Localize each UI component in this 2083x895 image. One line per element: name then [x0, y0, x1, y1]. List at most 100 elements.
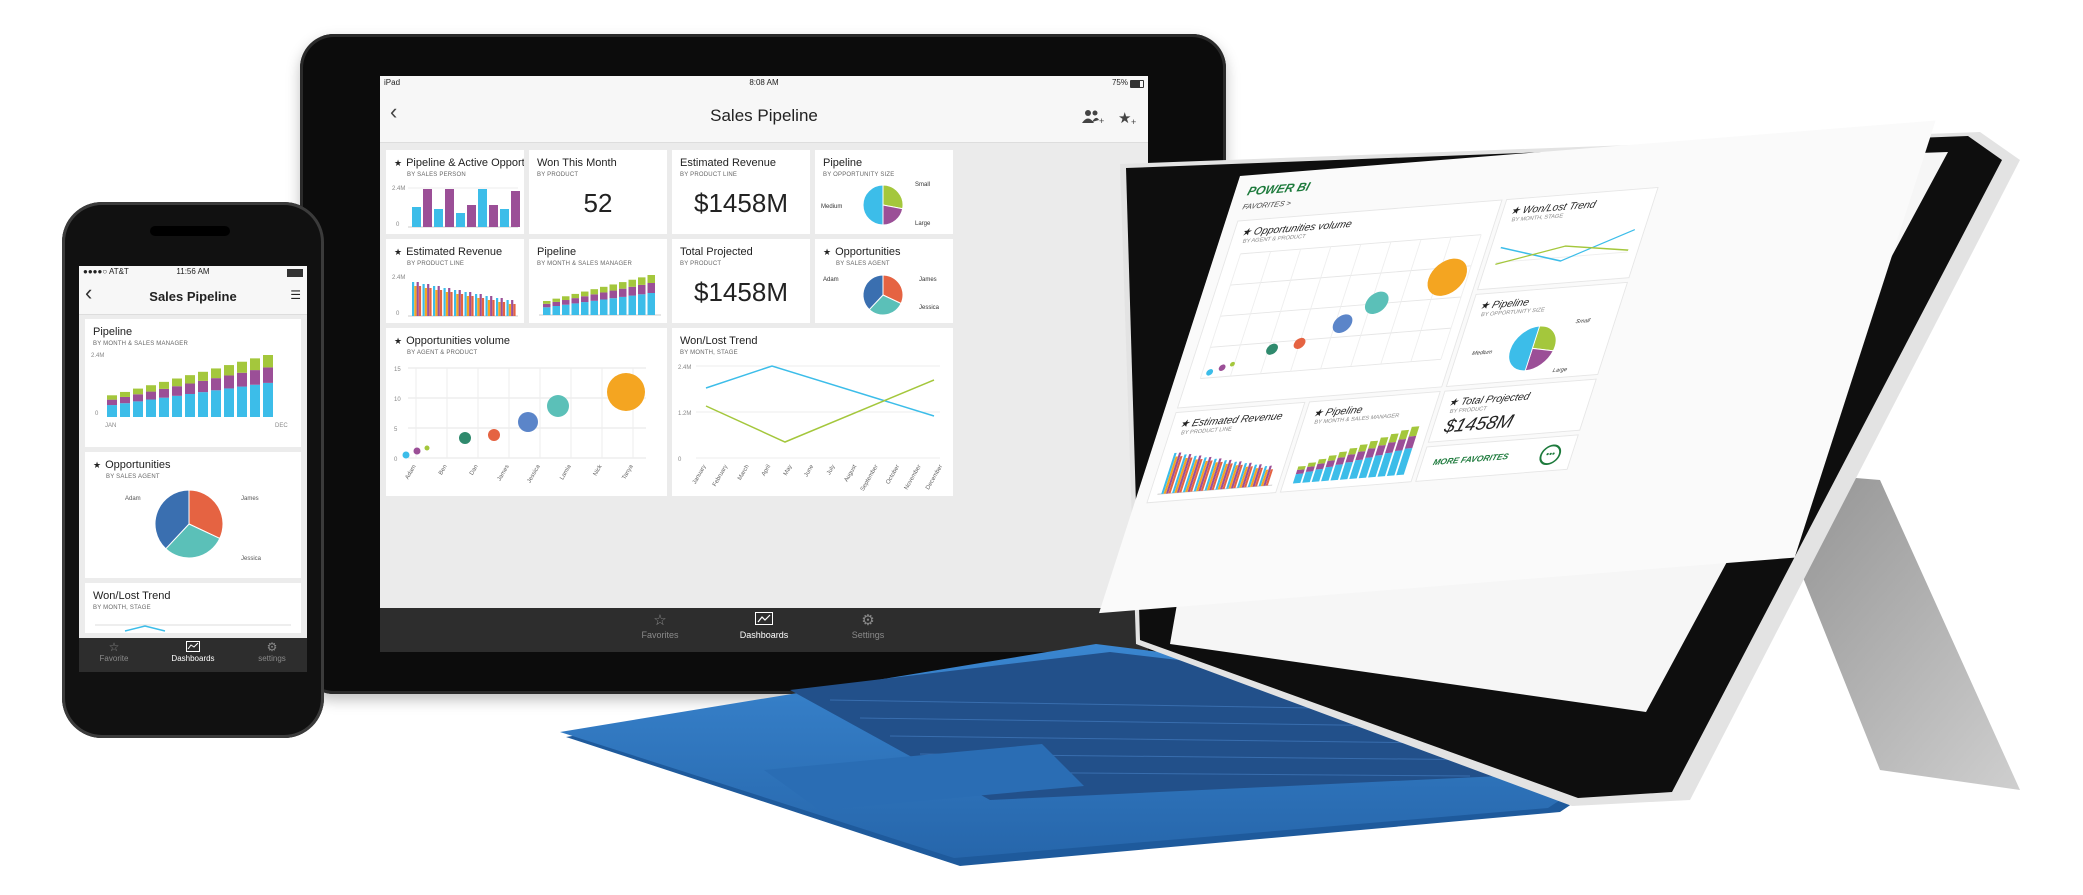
tile-opportunities[interactable]: ★ Opportunities BY SALES AGENT Adam James…	[85, 452, 301, 578]
bar	[467, 205, 476, 227]
bubble	[1332, 314, 1353, 333]
stacked-bar	[1394, 438, 1407, 451]
tile-won-lost-trend[interactable]: Won/Lost Trend BY MONTH, STAGE	[85, 583, 301, 633]
phone-status-bar: ●●●●○ AT&T 11:56 AM	[79, 266, 307, 278]
device-label: iPad	[384, 78, 401, 87]
tab-dashboards[interactable]: Dashboards	[148, 641, 238, 663]
tile-pipeline-opportunity-size[interactable]: ★ Pipeline BY OPPORTUNITY SIZE Small Med…	[1447, 282, 1627, 386]
tile-pipeline-active-opportunities[interactable]: ★Pipeline & Active Opportunities BY SALE…	[386, 150, 524, 234]
tile-title: Pipeline	[823, 157, 863, 169]
stacked-bar	[237, 361, 247, 373]
back-icon[interactable]: ‹	[85, 280, 93, 305]
pie-slice	[1531, 325, 1557, 352]
tile-estimated-revenue-chart[interactable]: ★ Estimated Revenue BY PRODUCT LINE 2.4M …	[386, 239, 524, 323]
tile-opportunities-volume[interactable]: ★ Opportunities volume BY AGENT & PRODUCT…	[386, 328, 667, 496]
more-favorites-tile[interactable]: MORE FAVORITES •••	[1416, 435, 1578, 481]
tab-favorites[interactable]: ☆ Favorites	[615, 612, 705, 640]
bar	[460, 294, 464, 316]
bar	[1219, 459, 1232, 490]
tab-settings[interactable]: ⚙ Settings	[823, 612, 913, 640]
tile-pipeline-by-month[interactable]: Pipeline BY MONTH & SALES MANAGER	[529, 239, 667, 323]
tile-opportunities[interactable]: ★ Opportunities BY SALES AGENT Adam James…	[815, 239, 953, 323]
tile-title: Total Projected	[680, 246, 753, 258]
pie-label: Small	[915, 182, 930, 188]
kpi-value: $1458M	[1441, 411, 1517, 438]
stacked-bar	[107, 399, 117, 406]
stacked-bar	[1335, 457, 1346, 465]
tile-pipeline-opportunity-size[interactable]: Pipeline BY OPPORTUNITY SIZE Small Mediu…	[815, 150, 953, 234]
pie-slice	[882, 274, 904, 305]
pie-chart: Adam James Jessica	[125, 489, 262, 562]
tile-won-lost-trend[interactable]: ★ Won/Lost Trend BY MONTH, STAGE	[1478, 188, 1658, 290]
bar	[511, 300, 514, 316]
bar	[412, 207, 421, 227]
stacked-bar	[562, 304, 570, 315]
favorites-link[interactable]: FAVORITES >	[1241, 199, 1293, 212]
stacked-bar	[120, 403, 130, 417]
tile-pipeline-by-month[interactable]: ★ Pipeline BY MONTH & SALES MANAGER	[1281, 392, 1440, 492]
pie-chart: Small Medium Large	[1471, 318, 1591, 374]
add-favorite-icon[interactable]: ★ +	[1118, 108, 1140, 126]
bubble	[1206, 369, 1214, 376]
tile-subtitle: BY SALES AGENT	[106, 474, 160, 480]
page-title: Sales Pipeline	[710, 106, 818, 125]
bar	[1193, 457, 1207, 492]
stacked-bar	[1408, 426, 1420, 437]
bar	[1265, 469, 1274, 486]
pie-label: Adam	[823, 277, 839, 283]
stacked-bar	[1327, 455, 1337, 461]
stacked-bar	[224, 365, 234, 376]
tile-estimated-revenue[interactable]: ★ Estimated Revenue BY PRODUCT LINE	[1147, 402, 1305, 503]
bubble	[607, 373, 645, 411]
tile-total-projected[interactable]: Total Projected BY PRODUCT $1458M	[672, 239, 810, 323]
stacked-bar	[600, 299, 608, 315]
back-icon[interactable]: ‹	[390, 99, 398, 124]
bar	[456, 213, 465, 227]
bar	[1260, 469, 1269, 487]
tile-won-lost-trend[interactable]: Won/Lost Trend BY MONTH, STAGE 2.4M 1.2M 0…	[672, 328, 953, 496]
y-tick: 0	[396, 222, 400, 228]
bar	[489, 205, 498, 227]
tile-pipeline[interactable]: Pipeline BY MONTH & SALES MANAGER 2.4M 0…	[85, 319, 301, 447]
stacked-bar	[250, 358, 260, 371]
tab-dashboards[interactable]: Dashboards	[719, 612, 809, 640]
more-favorites-link[interactable]: MORE FAVORITES	[1431, 451, 1510, 467]
tile-won-this-month[interactable]: Won This Month BY PRODUCT 52	[529, 150, 667, 234]
battery-level: 75%	[1111, 78, 1128, 87]
carrier-label: ●●●●○ AT&T	[83, 267, 129, 276]
bubble	[1266, 343, 1278, 355]
stacked-bar	[1385, 442, 1396, 454]
stacked-bar	[1358, 444, 1368, 452]
stacked-bar	[1368, 454, 1383, 478]
ipad-device: iPad 8:08 AM 75% ‹ Sales Pipeline + ★ + ★…	[300, 34, 1226, 694]
favorite-star-icon: ★	[93, 460, 102, 470]
stacked-bar	[133, 394, 143, 402]
stacked-bar	[1295, 469, 1305, 475]
add-people-icon[interactable]: +	[1080, 108, 1106, 126]
tile-subtitle: BY MONTH & SALES MANAGER	[93, 341, 189, 347]
series-line	[705, 365, 935, 417]
y-tick: 2.4M	[392, 186, 405, 192]
tile-subtitle: BY PRODUCT LINE	[680, 172, 738, 178]
tile-opportunities-volume[interactable]: ★ Opportunities volume BY AGENT & PRODUC…	[1178, 200, 1502, 408]
y-tick: 0	[95, 411, 99, 417]
stacked-bar	[619, 288, 627, 297]
tile-estimated-revenue-card[interactable]: Estimated Revenue BY PRODUCT LINE $1458M	[672, 150, 810, 234]
favorite-star-icon: ★	[823, 247, 832, 257]
tile-subtitle: BY PRODUCT	[680, 261, 722, 267]
bar	[485, 296, 488, 316]
pie-label: James	[241, 496, 259, 502]
tile-title: Won/Lost Trend	[93, 590, 171, 602]
stacked-bar	[1337, 451, 1348, 458]
y-tick: 0	[678, 457, 682, 463]
tile-total-projected[interactable]: ★ Total Projected BY PRODUCT $1458M	[1429, 379, 1596, 442]
tab-favorite[interactable]: ☆ Favorite	[79, 641, 159, 664]
bar	[1241, 462, 1252, 488]
svg-text:+: +	[1131, 117, 1136, 126]
y-tick: 15	[394, 367, 401, 373]
bar	[500, 298, 503, 316]
kickstand	[1760, 470, 2020, 790]
more-icon[interactable]: •••	[1536, 443, 1564, 466]
tab-settings[interactable]: ⚙ settings	[227, 641, 307, 664]
list-icon[interactable]: ☰	[290, 288, 301, 302]
